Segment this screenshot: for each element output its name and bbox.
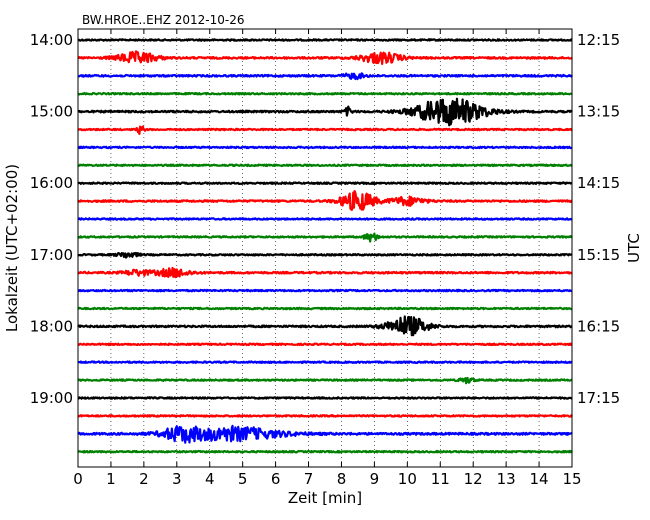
x-tick-label-14: 14 <box>530 470 549 488</box>
y-tick-label-right-3: 15:15 <box>577 246 620 264</box>
trace-1845 <box>77 376 573 385</box>
trace-1445 <box>77 91 573 96</box>
y-axis-label-left: Lokalzeit (UTC+02:00) <box>3 164 21 332</box>
y-axis-ticks: 14:00 15:00 16:00 17:00 18:00 19:00 12:15 13:15… <box>30 31 620 407</box>
trace-group <box>77 38 573 454</box>
x-tick-label-8: 8 <box>337 470 347 488</box>
y-tick-label-left-4: 18:00 <box>30 317 73 335</box>
trace-1615 <box>77 189 573 211</box>
x-tick-label-2: 2 <box>139 470 149 488</box>
y-tick-label-left-2: 16:00 <box>30 174 73 192</box>
trace-1830 <box>77 360 573 364</box>
trace-1545 <box>77 163 573 168</box>
trace-1400 <box>77 38 573 42</box>
trace-1415 <box>77 50 573 65</box>
trace-1630 <box>77 217 573 221</box>
trace-1430 <box>77 72 573 81</box>
trace-1530 <box>77 145 573 150</box>
trace-1900 <box>77 396 573 400</box>
x-tick-label-3: 3 <box>172 470 182 488</box>
trace-1500 <box>77 97 573 127</box>
y-tick-label-right-4: 16:15 <box>577 317 620 335</box>
x-tick-label-6: 6 <box>271 470 281 488</box>
plot-frame <box>77 28 573 468</box>
y-tick-label-left-0: 14:00 <box>30 31 73 49</box>
x-tick-label-5: 5 <box>238 470 248 488</box>
y-tick-label-right-2: 14:15 <box>577 174 620 192</box>
y-tick-label-left-1: 15:00 <box>30 103 73 121</box>
chart-title: BW.HROE..EHZ 2012-10-26 <box>82 13 245 27</box>
trace-1715 <box>77 266 573 279</box>
y-tick-label-right-1: 13:15 <box>577 103 620 121</box>
x-tick-label-15: 15 <box>562 470 581 488</box>
trace-1945 <box>77 449 573 454</box>
trace-1600 <box>77 181 573 185</box>
x-tick-label-0: 0 <box>73 470 83 488</box>
trace-1745 <box>77 306 573 311</box>
x-tick-label-9: 9 <box>370 470 380 488</box>
trace-1730 <box>77 288 573 293</box>
trace-1700 <box>77 251 573 259</box>
x-tick-label-12: 12 <box>464 470 483 488</box>
x-axis-ticks: 0 1 2 3 4 5 6 7 8 9 10 11 12 13 14 15 <box>73 29 582 488</box>
x-tick-label-7: 7 <box>304 470 314 488</box>
trace-1645 <box>77 232 573 243</box>
y-tick-label-right-5: 17:15 <box>577 389 620 407</box>
trace-1915 <box>77 414 573 418</box>
x-tick-label-11: 11 <box>431 470 450 488</box>
x-tick-label-4: 4 <box>205 470 215 488</box>
y-axis-label-right: UTC <box>625 233 643 263</box>
x-tick-label-1: 1 <box>106 470 116 488</box>
x-tick-label-13: 13 <box>497 470 516 488</box>
y-tick-label-left-3: 17:00 <box>30 246 73 264</box>
trace-1515 <box>77 125 573 135</box>
y-tick-label-right-0: 12:15 <box>577 31 620 49</box>
trace-1930 <box>77 424 573 444</box>
x-axis-label: Zeit [min] <box>288 489 362 507</box>
x-tick-label-10: 10 <box>398 470 417 488</box>
trace-1815 <box>77 342 573 347</box>
trace-1800 <box>77 315 573 337</box>
y-tick-label-left-5: 19:00 <box>30 389 73 407</box>
